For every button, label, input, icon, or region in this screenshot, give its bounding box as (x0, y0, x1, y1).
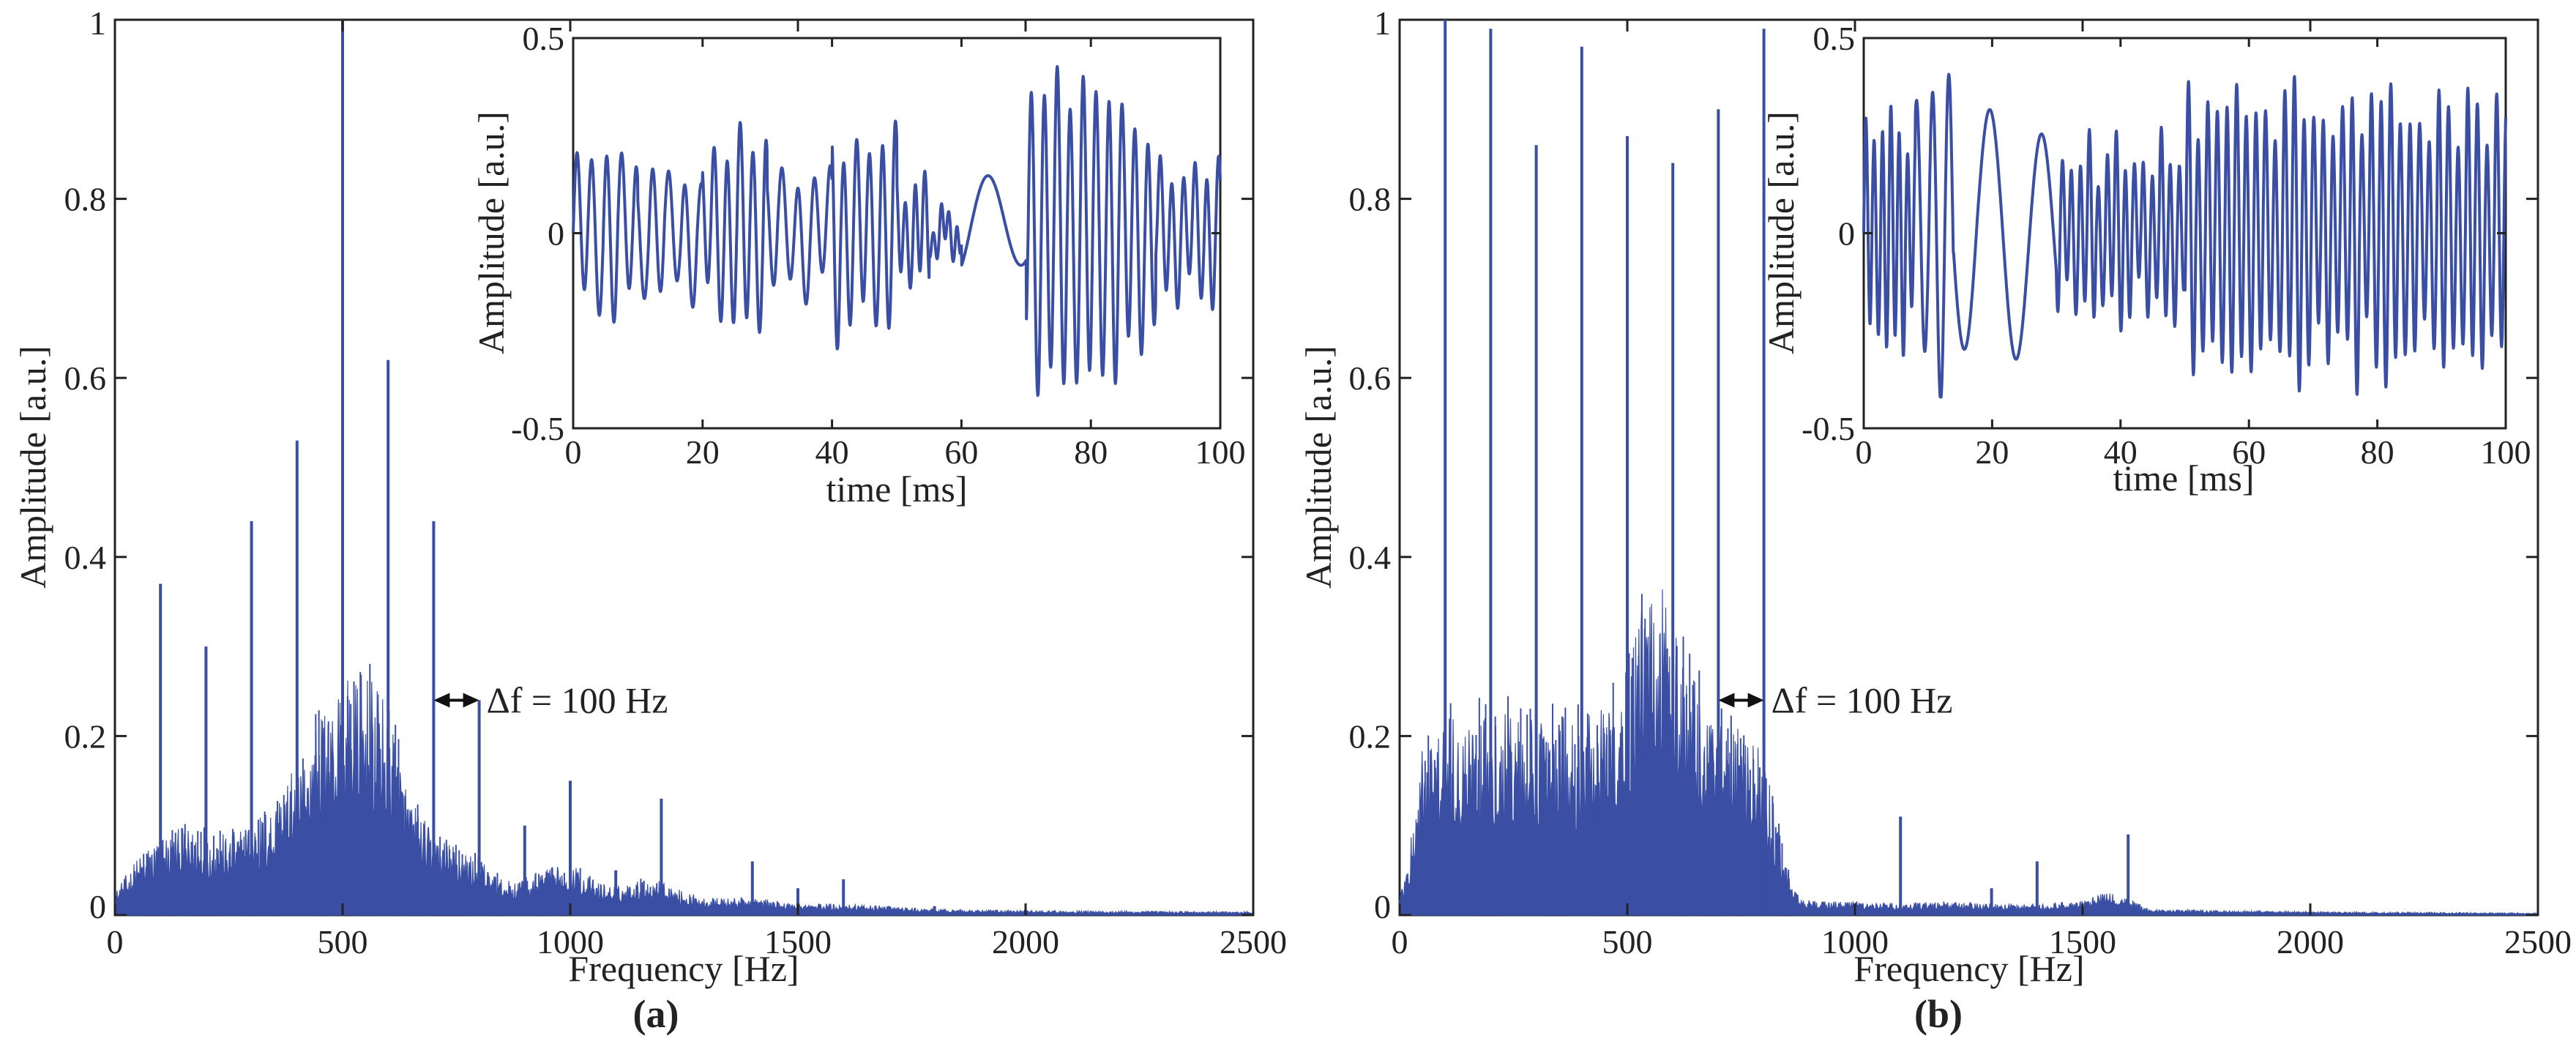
panel-b-delta-f-annotation: Δf = 100 Hz (1718, 679, 1952, 720)
panel-a-arrowhead-right (463, 693, 479, 708)
panel-a-inset-series (572, 64, 1222, 398)
panel-a-xtick-label: 2500 (1220, 923, 1287, 960)
panel-b-arrowhead-right (1747, 693, 1764, 708)
panel-b-delta-f-label: Δf = 100 Hz (1772, 679, 1953, 720)
panel-b-inset-xtick-label: 20 (1975, 433, 2009, 471)
panel-a-x-axis-title: Frequency [Hz] (568, 948, 799, 989)
panel-b-inset-x-axis-title: time [ms] (2113, 458, 2254, 499)
panel-a-xtick-label: 1000 (537, 923, 604, 960)
panel-b-spectrum-series (1399, 20, 2539, 916)
panel-a-ytick-label: 0.6 (64, 359, 107, 397)
panel-a-inset-xtick-label: 20 (686, 433, 720, 471)
panel-a-ytick-label: 1 (89, 4, 106, 42)
panel-b-ytick-label: 1 (1374, 4, 1391, 42)
panel-b-ytick-label: 0.2 (1349, 717, 1392, 755)
panel-b-arrowhead-left (1718, 693, 1735, 708)
panel-b-caption: (b) (1914, 992, 1963, 1036)
panel-b-noise-floor-area (1399, 589, 2539, 916)
panel-a-inset-xtick-label: 60 (944, 433, 978, 471)
panel-a-inset-ytick-label: -0.5 (511, 410, 564, 447)
panel-a-inset-xtick-label: 0 (565, 433, 582, 471)
panel-a-inset-waveform: 0 20 40 60 80 100-0.500.5 time [ms] Amplitude… (471, 20, 1246, 510)
panel-a-arrowhead-left (433, 693, 450, 708)
panel-b-inset-xtick-label: 80 (2361, 433, 2394, 471)
panel-b-inset-xtick-label: 40 (2104, 433, 2138, 471)
panel-a-inset-x-axis-title: time [ms] (826, 469, 967, 510)
panel-b-y-axis-title: Amplitude [a.u.] (1298, 346, 1339, 589)
panel-b-inset-y-axis-title: Amplitude [a.u.] (1761, 111, 1802, 354)
panel-b-inset-ytick-label: 0.5 (1813, 20, 1856, 57)
panel-b-ytick-label: 0 (1374, 888, 1391, 925)
panel-b-ytick-label: 0.8 (1349, 181, 1392, 218)
panel-a-caption: (a) (633, 992, 679, 1036)
panel-b-inset-axis-ticks: 0 20 40 60 80 100-0.500.5 (1802, 20, 2531, 471)
panel-a-spectrum-series (114, 20, 1254, 916)
panel-a-ytick-label: 0.4 (64, 539, 107, 576)
panel-a-xtick-label: 2000 (992, 923, 1059, 960)
panel-b-inset-ytick-label: -0.5 (1802, 410, 1855, 447)
panel-a-inset-ytick-label: 0.5 (523, 20, 565, 57)
panel-a-y-axis-title: Amplitude [a.u.] (12, 346, 53, 589)
panel-b-x-axis-title: Frequency [Hz] (1853, 948, 2084, 989)
panel-a-inset-waveform-line (572, 64, 1222, 398)
panel-b-inset-xtick-label: 100 (2481, 433, 2531, 471)
panel-a-xtick-label: 0 (107, 923, 124, 960)
panel-a-inset-xtick-label: 100 (1195, 433, 1246, 471)
panel-b-inset-xtick-label: 0 (1856, 433, 1873, 471)
panel-b-inset-waveform-line (1862, 72, 2507, 399)
panel-b-inset-series (1862, 72, 2507, 399)
panel-b-xtick-label: 2000 (2277, 923, 2344, 960)
panel-a-inset-xtick-label: 80 (1074, 433, 1108, 471)
panel-a-inset-xtick-label: 40 (815, 433, 849, 471)
panel-b-xtick-label: 500 (1602, 923, 1653, 960)
panel-b-xtick-label: 1000 (1821, 923, 1889, 960)
panel-a-ytick-label: 0 (89, 888, 106, 925)
panel-a-xtick-label: 1500 (764, 923, 832, 960)
panel-a-inset-frame (572, 37, 1222, 430)
panel-a-xtick-label: 500 (318, 923, 368, 960)
panel-b-ytick-label: 0.4 (1349, 539, 1392, 576)
panel-b-inset-waveform: 0 20 40 60 80 100-0.500.5 time [ms] Amplitude… (1761, 20, 2531, 499)
panel-a-inset-ytick-label: 0 (548, 215, 564, 253)
panel-b-inset-ytick-label: 0 (1838, 215, 1855, 253)
panel-b-xtick-label: 2500 (2504, 923, 2572, 960)
panel-a-delta-f-annotation: Δf = 100 Hz (433, 679, 668, 720)
panel-b-xtick-label: 1500 (2049, 923, 2116, 960)
panel-a-inset-y-axis-title: Amplitude [a.u.] (471, 111, 512, 354)
panel-b-ytick-label: 0.6 (1349, 359, 1392, 397)
panel-a-ytick-label: 0.8 (64, 181, 107, 218)
panel-a-ytick-label: 0.2 (64, 717, 107, 755)
panel-a-delta-f-label: Δf = 100 Hz (487, 679, 668, 720)
panel-a-inset-axis-ticks: 0 20 40 60 80 100-0.500.5 (511, 20, 1245, 471)
panel-b-inset-xtick-label: 60 (2232, 433, 2266, 471)
panel-b-xtick-label: 0 (1392, 923, 1408, 960)
panel-a-noise-floor-area (114, 674, 1254, 916)
